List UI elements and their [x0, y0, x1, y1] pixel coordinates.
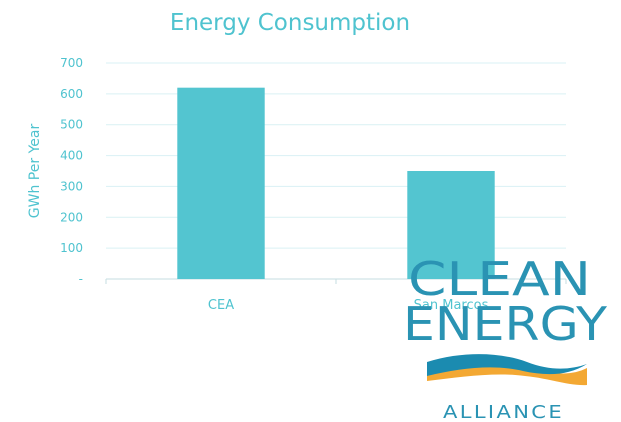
y-tick-label: 300	[60, 179, 83, 193]
chart-title: Energy Consumption	[170, 10, 410, 36]
y-tick-label: 500	[60, 118, 83, 132]
y-tick-label: 200	[60, 210, 83, 224]
plot-area: - 100 200 300 400 500 600 700 CEA San Marcos	[60, 56, 567, 313]
logo-clean-text: CLEAN	[408, 252, 591, 306]
y-tick-label: 100	[60, 241, 83, 255]
y-tick-label: 700	[60, 56, 83, 70]
clean-energy-alliance-logo: CLEAN ENERGY Alliance	[403, 252, 608, 422]
logo-alliance-text: Alliance	[443, 402, 564, 422]
bar-san-marcos	[407, 171, 495, 279]
bar-cea	[177, 87, 265, 279]
y-tick-label: 400	[60, 149, 83, 163]
y-axis-title: GWh Per Year	[27, 124, 43, 219]
y-tick-label: 600	[60, 87, 83, 101]
logo-wave-icon	[427, 354, 587, 386]
y-tick-label: -	[79, 272, 83, 286]
x-tick-label: San Marcos	[414, 298, 489, 313]
logo-energy-text: ENERGY	[403, 297, 608, 351]
x-tick-label: CEA	[208, 298, 234, 313]
